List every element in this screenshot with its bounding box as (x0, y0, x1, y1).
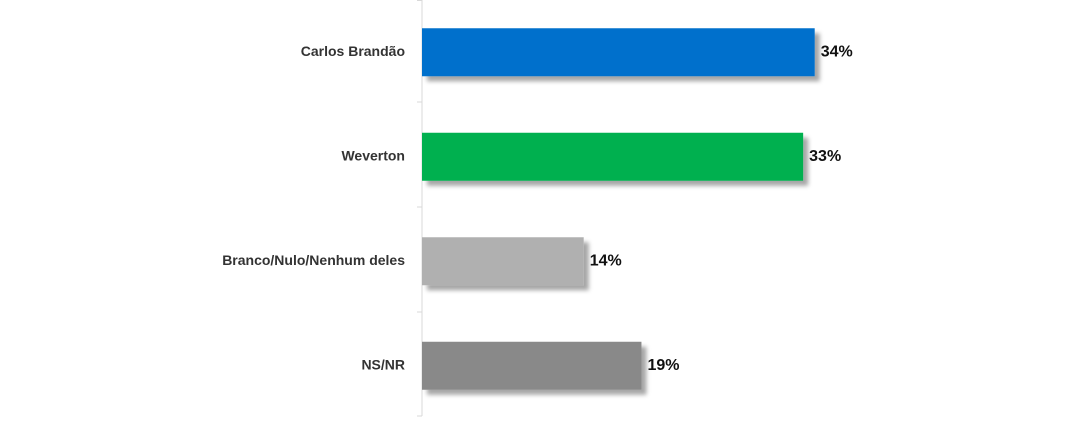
bar (422, 132, 804, 181)
value-label: 34% (821, 43, 853, 60)
bar (422, 28, 815, 77)
category-label: Branco/Nulo/Nenhum deles (222, 252, 405, 268)
category-label: Weverton (341, 147, 405, 163)
category-label: Carlos Brandão (301, 43, 405, 59)
value-label: 14% (590, 252, 622, 269)
value-label: 33% (809, 148, 841, 165)
bar (422, 341, 642, 390)
value-label: 19% (647, 357, 679, 374)
category-label: NS/NR (361, 356, 405, 372)
bar (422, 237, 584, 286)
